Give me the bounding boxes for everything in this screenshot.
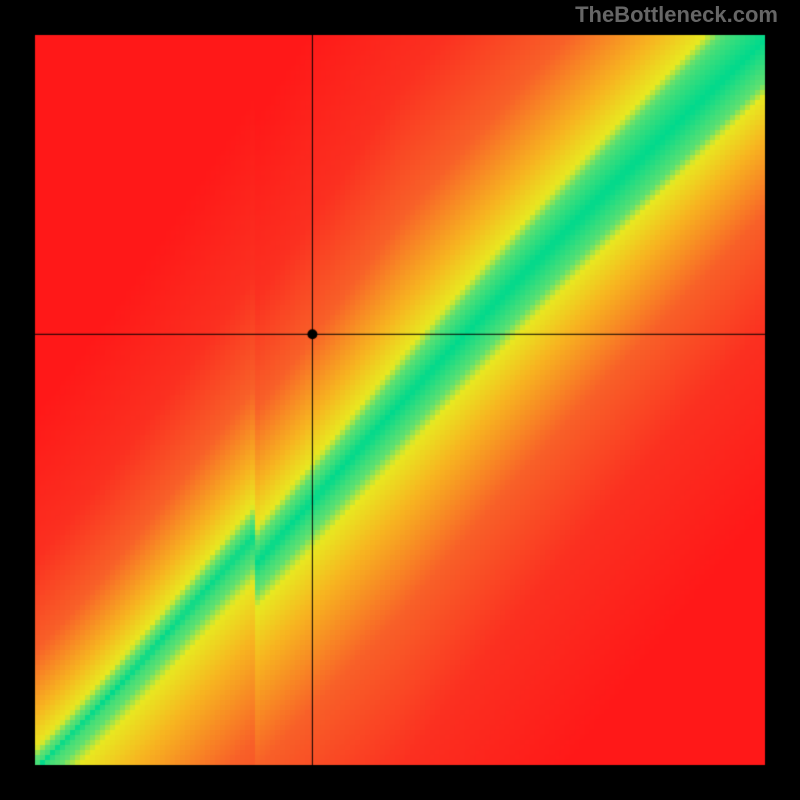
watermark-text: TheBottleneck.com: [575, 2, 778, 28]
chart-container: TheBottleneck.com: [0, 0, 800, 800]
bottleneck-heatmap: [0, 0, 800, 800]
